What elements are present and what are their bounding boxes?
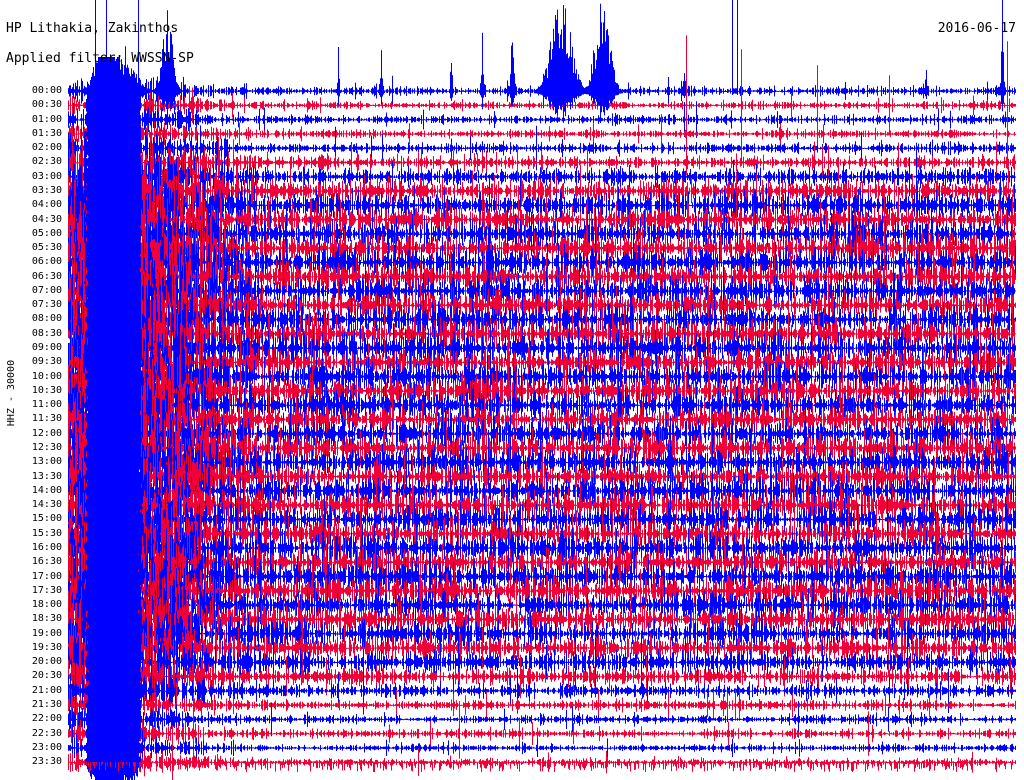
time-tick-label: 07:00 <box>31 285 62 296</box>
time-tick-label: 20:30 <box>31 670 62 681</box>
time-tick-label: 08:00 <box>31 313 62 324</box>
time-tick-label: 07:30 <box>31 299 62 310</box>
time-tick-label: 10:00 <box>31 371 62 382</box>
time-tick-label: 22:30 <box>31 728 62 739</box>
time-tick-label: 03:00 <box>31 171 62 182</box>
time-tick-label: 19:30 <box>31 642 62 653</box>
time-tick-label: 20:00 <box>31 656 62 667</box>
date-label: 2016-06-17 <box>937 21 1016 36</box>
time-tick-label: 08:30 <box>31 328 62 339</box>
time-tick-label: 21:00 <box>31 685 62 696</box>
time-tick-label: 15:30 <box>31 528 62 539</box>
time-tick-label: 17:30 <box>31 585 62 596</box>
time-tick-label: 05:30 <box>31 242 62 253</box>
time-tick-label: 23:00 <box>31 742 62 753</box>
time-tick-label: 05:00 <box>31 228 62 239</box>
time-tick-label: 18:00 <box>31 599 62 610</box>
time-tick-label: 09:30 <box>31 356 62 367</box>
applied-filter-label: Applied filter: WWSSN-SP <box>6 51 194 66</box>
time-tick-label: 09:00 <box>31 342 62 353</box>
time-tick-label: 01:30 <box>31 128 62 139</box>
time-tick-label: 10:30 <box>31 385 62 396</box>
time-tick-label: 13:30 <box>31 471 62 482</box>
time-tick-label: 00:00 <box>31 85 62 96</box>
time-tick-label: 13:00 <box>31 456 62 467</box>
time-tick-label: 11:30 <box>31 413 62 424</box>
time-tick-label: 06:30 <box>31 271 62 282</box>
time-tick-label: 23:30 <box>31 756 62 767</box>
time-tick-label: 11:00 <box>31 399 62 410</box>
time-tick-label: 16:30 <box>31 556 62 567</box>
time-tick-label: 17:00 <box>31 571 62 582</box>
station-title: HP Lithakia, Zakinthos <box>6 21 179 36</box>
time-tick-label: 06:00 <box>31 256 62 267</box>
time-tick-label: 15:00 <box>31 513 62 524</box>
time-tick-label: 04:30 <box>31 214 62 225</box>
time-tick-label: 00:30 <box>31 99 62 110</box>
channel-scale-label: HHZ - 30000 <box>6 359 17 427</box>
time-tick-label: 04:00 <box>31 199 62 210</box>
time-tick-label: 03:30 <box>31 185 62 196</box>
time-tick-label: 14:30 <box>31 499 62 510</box>
time-tick-label: 22:00 <box>31 713 62 724</box>
time-tick-label: 18:30 <box>31 613 62 624</box>
time-tick-label: 02:30 <box>31 156 62 167</box>
time-tick-label: 16:00 <box>31 542 62 553</box>
time-tick-label: 12:30 <box>31 442 62 453</box>
time-tick-label: 02:00 <box>31 142 62 153</box>
time-tick-label: 14:00 <box>31 485 62 496</box>
time-axis: 00:00 00:30 01:00 01:30 02:00 02:30 03:00 03:30… <box>0 0 68 780</box>
time-tick-label: 21:30 <box>31 699 62 710</box>
time-tick-label: 12:00 <box>31 428 62 439</box>
time-tick-label: 19:00 <box>31 628 62 639</box>
time-tick-label: 01:00 <box>31 114 62 125</box>
